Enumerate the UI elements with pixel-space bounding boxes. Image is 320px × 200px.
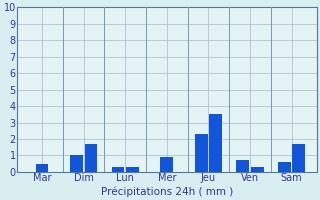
Bar bbox=[36, 164, 48, 172]
X-axis label: Précipitations 24h ( mm ): Précipitations 24h ( mm ) bbox=[101, 186, 233, 197]
Bar bbox=[195, 134, 208, 172]
Bar bbox=[112, 167, 124, 172]
Bar bbox=[70, 155, 83, 172]
Bar bbox=[160, 157, 173, 172]
Bar bbox=[278, 162, 291, 172]
Bar bbox=[251, 167, 264, 172]
Bar bbox=[209, 114, 222, 172]
Bar bbox=[126, 167, 139, 172]
Bar bbox=[292, 144, 305, 172]
Bar bbox=[236, 160, 249, 172]
Bar bbox=[84, 144, 97, 172]
